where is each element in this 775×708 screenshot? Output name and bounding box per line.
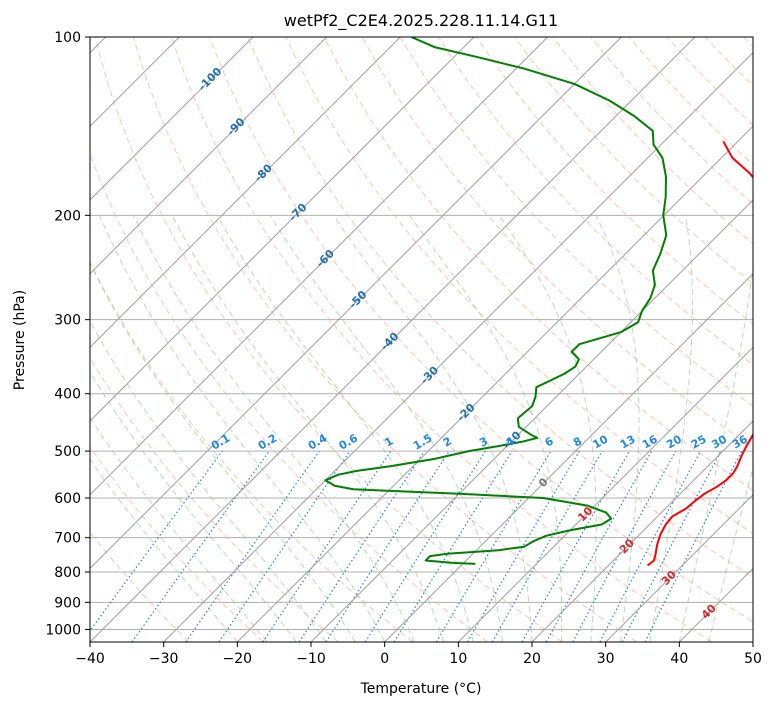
isotherm-line [90,37,254,201]
isotherm-line [605,493,753,642]
moist-adiabat [678,264,753,642]
mixing-ratio-line [325,450,450,642]
x-tick-label: 30 [597,651,615,667]
dry-adiabat [514,37,753,285]
moist-adiabat [216,215,474,642]
dry-adiabat [90,446,264,642]
x-tick-label: 0 [380,651,389,667]
y-tick-label: 900 [54,595,81,611]
moist-adiabat [409,215,563,642]
isotherm-line [90,37,401,349]
x-tick-label: 10 [449,651,467,667]
moist-adiabat [99,215,386,642]
mixing-ratio-line [90,450,223,632]
y-axis-ticks: 100 200 300 400 500 600 700 800 900 1000 [45,30,90,638]
isotherm-line [163,51,753,642]
chart-title: wetPf2_C2E4.2025.228.11.14.G11 [284,11,558,31]
isotherm-line [457,346,753,642]
x-tick-label: 20 [523,651,541,667]
moist-adiabat [269,215,504,642]
isotherms [90,37,753,642]
y-tick-label: 200 [54,208,81,224]
mixing-ratio-line [644,450,743,642]
plot-frame [89,36,754,643]
dry-adiabat [94,37,563,642]
x-tick-label: 50 [744,651,762,667]
moist-adiabat [171,215,445,642]
isotherm-line [90,37,622,570]
mixing-ratio-line [185,450,320,642]
moist-adiabat [90,261,356,642]
moist-adiabat [90,371,297,642]
moist-adiabat [332,215,533,642]
dry-adiabat [628,37,753,166]
mixing-ratio-line [521,450,631,642]
y-tick-label: 500 [54,444,81,460]
isotherm-line [90,37,549,496]
dry-adiabat [90,260,414,642]
isotherm-line [90,37,328,275]
dewpoint-profile [324,37,668,565]
mixing-ratio-line [218,450,351,642]
x-axis-title: Temperature (°C) [360,681,482,697]
x-tick-label: −10 [296,651,326,667]
moist-adiabat [90,416,268,642]
dry-adiabat [323,37,753,491]
isotherm-line [310,199,753,642]
isotherm-line [236,125,753,642]
mixing-ratio-line [572,450,677,642]
mixing-ratio-line [298,450,425,642]
dry-adiabat [247,37,753,578]
dry-adiabats [90,37,753,642]
moist-adiabat [595,215,640,642]
isotherm-line [90,37,696,642]
dry-adiabat [476,37,753,325]
isotherm-line [531,420,753,642]
moist-adiabat [90,458,238,642]
dry-adiabat [399,37,753,407]
y-tick-label: 800 [54,565,81,581]
mixing-ratio-line [545,450,653,642]
isotherm-line [384,272,753,642]
dry-adiabat [209,37,753,623]
pressure-gridlines [90,37,753,630]
y-tick-label: 700 [54,531,81,547]
x-axis-ticks: −40 −30 −20 −10 0 10 20 30 40 50 [75,642,762,667]
y-tick-label: 1000 [45,622,81,638]
mixing-ratio-line [131,450,270,642]
moist-adiabat [649,215,694,642]
moist-adiabat [90,320,327,642]
y-axis-title: Pressure (hPa) [12,290,28,390]
plot-area [90,37,753,642]
moist-adiabats [90,215,753,642]
y-tick-label: 400 [54,387,81,403]
isotherm-line [90,37,475,422]
y-tick-label: 300 [54,313,81,329]
x-tick-label: −20 [223,651,253,667]
x-tick-label: −40 [75,651,105,667]
dry-adiabat [132,37,638,642]
x-tick-label: −30 [149,651,179,667]
y-tick-label: 100 [54,30,81,46]
moist-adiabat [133,215,415,642]
x-tick-label: 40 [670,651,688,667]
mixing-ratio-line [262,450,392,642]
y-tick-label: 600 [54,491,81,507]
